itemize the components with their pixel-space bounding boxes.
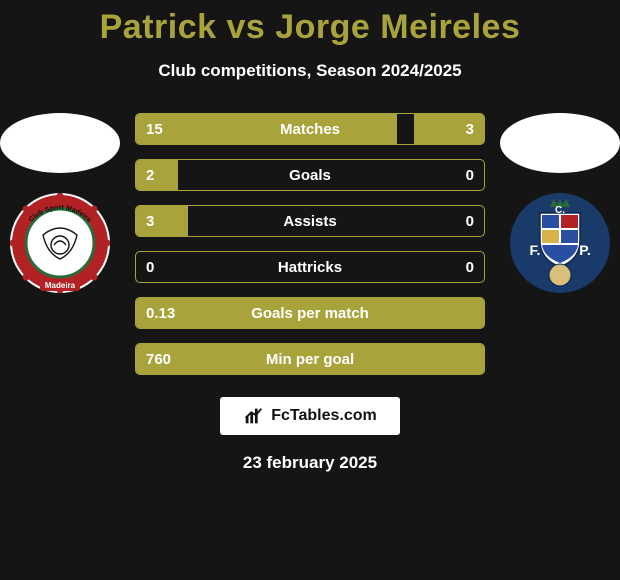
subtitle: Club competitions, Season 2024/2025	[158, 61, 461, 81]
stat-row: 00Hattricks	[135, 251, 485, 283]
stat-label: Hattricks	[136, 259, 484, 276]
date-label: 23 february 2025	[243, 453, 377, 473]
stat-row: 153Matches	[135, 113, 485, 145]
page-title: Patrick vs Jorge Meireles	[100, 8, 521, 47]
svg-text:F.: F.	[530, 242, 541, 258]
stat-row: 0.13Goals per match	[135, 297, 485, 329]
brand-chart-icon	[243, 405, 265, 427]
stat-row: 20Goals	[135, 159, 485, 191]
player-right-column: F. P. C.	[500, 113, 620, 293]
stat-label: Goals	[136, 167, 484, 184]
player-right-avatar-placeholder	[500, 113, 620, 173]
porto-logo-icon: F. P. C.	[510, 193, 610, 293]
player-left-column: Club Sport Madeira Madeira	[0, 113, 120, 293]
brand-text: FcTables.com	[271, 407, 377, 425]
svg-text:C.: C.	[555, 205, 565, 216]
stat-row: 30Assists	[135, 205, 485, 237]
stat-label: Goals per match	[136, 305, 484, 322]
svg-text:P.: P.	[579, 242, 590, 258]
stat-label: Min per goal	[136, 351, 484, 368]
club-logo-left: Club Sport Madeira Madeira	[10, 193, 110, 293]
club-left-bottom-text: Madeira	[45, 281, 76, 290]
stats-panel: 153Matches 20Goals 30Assists 00Hattricks 0.1…	[135, 113, 485, 375]
main-area: Club Sport Madeira Madeira 153Matches 20G…	[0, 113, 620, 375]
maritimo-logo-icon: Club Sport Madeira Madeira	[10, 193, 110, 293]
stat-label: Assists	[136, 213, 484, 230]
player-left-avatar-placeholder	[0, 113, 120, 173]
stat-label: Matches	[136, 121, 484, 138]
stat-row: 760Min per goal	[135, 343, 485, 375]
club-logo-right: F. P. C.	[510, 193, 610, 293]
comparison-card: Patrick vs Jorge Meireles Club competiti…	[0, 0, 620, 580]
brand-badge: FcTables.com	[220, 397, 400, 435]
